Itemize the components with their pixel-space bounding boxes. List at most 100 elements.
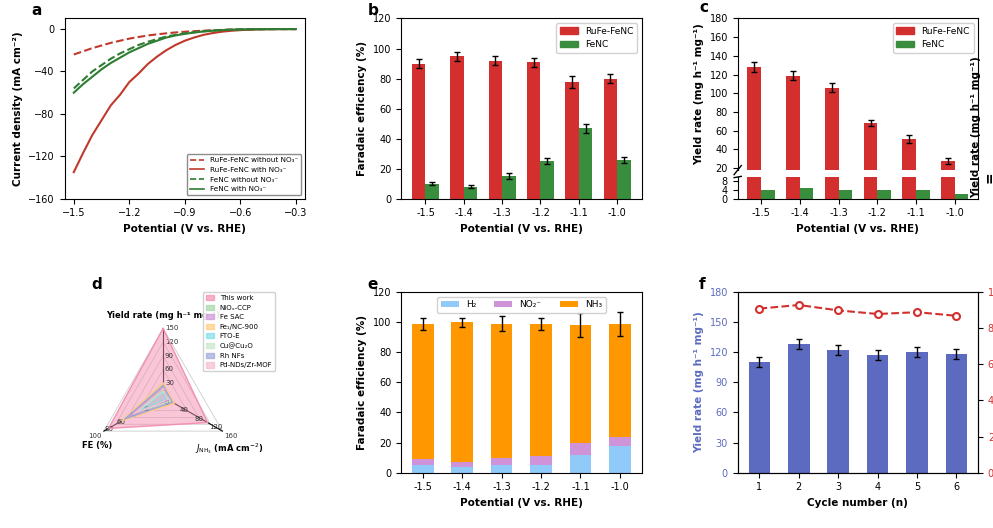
Bar <box>491 458 512 465</box>
Bar <box>838 190 852 199</box>
Bar <box>748 0 761 199</box>
Bar <box>565 81 579 199</box>
Bar <box>570 455 591 473</box>
Bar <box>903 88 917 199</box>
Polygon shape <box>108 328 208 428</box>
Bar <box>412 63 425 199</box>
Polygon shape <box>130 390 167 416</box>
Bar <box>917 183 929 187</box>
Text: d: d <box>91 277 102 292</box>
Text: 20: 20 <box>141 406 150 411</box>
Bar <box>464 187 478 199</box>
Polygon shape <box>124 385 173 419</box>
Text: 80: 80 <box>195 416 204 422</box>
Polygon shape <box>121 383 174 421</box>
Text: 90: 90 <box>165 353 174 359</box>
Text: 40: 40 <box>129 412 138 418</box>
Text: 60: 60 <box>117 419 126 425</box>
Text: Yield rate (mg h⁻¹ mg⁻¹): Yield rate (mg h⁻¹ mg⁻¹) <box>106 311 220 320</box>
Text: b: b <box>367 3 378 18</box>
Bar <box>877 183 891 187</box>
Bar <box>748 67 761 187</box>
Bar <box>452 323 473 462</box>
Bar <box>827 351 849 473</box>
Text: 30: 30 <box>165 380 174 386</box>
Polygon shape <box>136 391 171 412</box>
Polygon shape <box>127 388 169 418</box>
Bar <box>530 456 552 465</box>
Bar <box>451 56 464 199</box>
Legend: RuFe-FeNC, FeNC: RuFe-FeNC, FeNC <box>893 23 973 53</box>
Bar <box>618 159 631 199</box>
Bar <box>502 176 515 199</box>
X-axis label: Potential (V vs. RHE): Potential (V vs. RHE) <box>460 224 583 234</box>
Bar <box>412 465 434 473</box>
Bar <box>491 324 512 458</box>
Bar <box>799 182 813 187</box>
Text: e: e <box>367 277 378 292</box>
Y-axis label: Yield rate (mg h⁻¹ mg⁻¹): Yield rate (mg h⁻¹ mg⁻¹) <box>694 23 704 165</box>
Y-axis label: Faradaic efficiency (%): Faradaic efficiency (%) <box>357 315 367 450</box>
Text: 60: 60 <box>165 366 174 372</box>
Text: 160: 160 <box>224 433 237 439</box>
Text: 80: 80 <box>105 426 114 432</box>
Polygon shape <box>139 392 166 411</box>
X-axis label: Potential (V vs. RHE): Potential (V vs. RHE) <box>123 224 246 234</box>
Bar <box>945 354 967 473</box>
Bar <box>604 79 618 199</box>
X-axis label: Cycle number (n): Cycle number (n) <box>807 498 909 508</box>
Bar <box>941 161 955 187</box>
Bar <box>749 362 771 473</box>
Text: Yield rate (mg h⁻¹ mg⁻¹): Yield rate (mg h⁻¹ mg⁻¹) <box>971 56 981 197</box>
Legend: This work, NiOₓ-CCP, Fe SAC, Fe₁/NC-900, FTO-E, Cu@Cu₂O, Rh NFs, Pd-NDs/Zr-MOF: This work, NiOₓ-CCP, Fe SAC, Fe₁/NC-900,… <box>203 292 275 371</box>
Text: 150: 150 <box>165 325 179 332</box>
Bar <box>941 138 955 199</box>
Bar <box>955 185 968 187</box>
Bar <box>609 446 631 473</box>
Bar <box>540 161 554 199</box>
Bar <box>761 183 775 187</box>
Bar <box>425 184 439 199</box>
Text: $J_{\mathrm{NH_3}}$ (mA cm$^{-2}$): $J_{\mathrm{NH_3}}$ (mA cm$^{-2}$) <box>196 441 264 456</box>
Bar <box>412 459 434 465</box>
Legend: H₂, NO₂⁻, NH₃: H₂, NO₂⁻, NH₃ <box>437 297 606 313</box>
Text: 0: 0 <box>165 400 170 406</box>
Text: 40: 40 <box>180 407 189 413</box>
Bar <box>452 462 473 467</box>
Bar <box>786 76 799 187</box>
Bar <box>609 437 631 446</box>
Bar <box>864 124 877 187</box>
Bar <box>530 465 552 473</box>
Y-axis label: Faradaic efficiency (%): Faradaic efficiency (%) <box>357 41 367 176</box>
Bar <box>570 325 591 442</box>
Bar <box>786 0 799 199</box>
Bar <box>955 194 968 199</box>
Bar <box>903 139 917 187</box>
Bar <box>412 324 434 459</box>
Bar <box>579 128 592 199</box>
Bar <box>799 188 813 199</box>
Bar <box>527 62 540 199</box>
Text: 120: 120 <box>165 339 179 345</box>
Bar <box>825 0 838 199</box>
Polygon shape <box>133 389 168 414</box>
Y-axis label: Yield rate (mg h⁻¹ mg⁻¹): Yield rate (mg h⁻¹ mg⁻¹) <box>694 312 704 454</box>
Text: 120: 120 <box>210 425 222 430</box>
Bar <box>917 190 929 199</box>
Bar <box>570 442 591 455</box>
Text: c: c <box>699 1 708 15</box>
Bar <box>877 190 891 199</box>
Bar <box>530 324 552 456</box>
Legend: RuFe-FeNC without NO₃⁻, RuFe-FeNC with NO₃⁻, FeNC without NO₃⁻, FeNC with NO₃⁻: RuFe-FeNC without NO₃⁻, RuFe-FeNC with N… <box>187 154 301 195</box>
Bar <box>761 190 775 199</box>
Bar <box>452 467 473 473</box>
Y-axis label: Current density (mA cm⁻²): Current density (mA cm⁻²) <box>13 31 23 186</box>
Text: =: = <box>983 172 993 183</box>
Text: FE (%): FE (%) <box>81 441 112 450</box>
Text: f: f <box>699 277 706 292</box>
X-axis label: Potential (V vs. RHE): Potential (V vs. RHE) <box>796 224 920 234</box>
Bar <box>491 465 512 473</box>
Text: a: a <box>31 3 42 18</box>
Text: 100: 100 <box>88 433 102 439</box>
Bar <box>867 355 889 473</box>
